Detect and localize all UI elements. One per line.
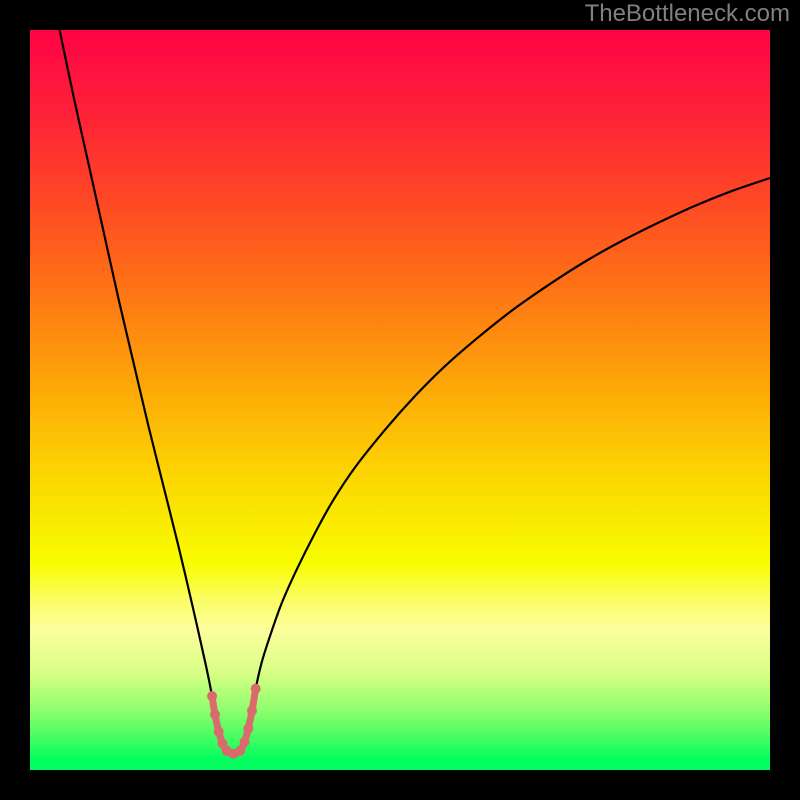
- valley-marker-dot: [235, 746, 245, 756]
- valley-marker-dot: [240, 737, 250, 747]
- valley-marker-dot: [207, 691, 217, 701]
- valley-marker-dot: [247, 706, 257, 716]
- chart-stage: TheBottleneck.com: [0, 0, 800, 800]
- plot-area: [30, 30, 770, 770]
- valley-marker-dot: [243, 724, 253, 734]
- curve-layer: [30, 30, 770, 770]
- valley-marker-dot: [214, 727, 224, 737]
- watermark-label: TheBottleneck.com: [585, 0, 790, 28]
- valley-marker-dot: [251, 684, 261, 694]
- valley-marker-dot: [210, 710, 220, 720]
- bottleneck-curve: [60, 30, 770, 754]
